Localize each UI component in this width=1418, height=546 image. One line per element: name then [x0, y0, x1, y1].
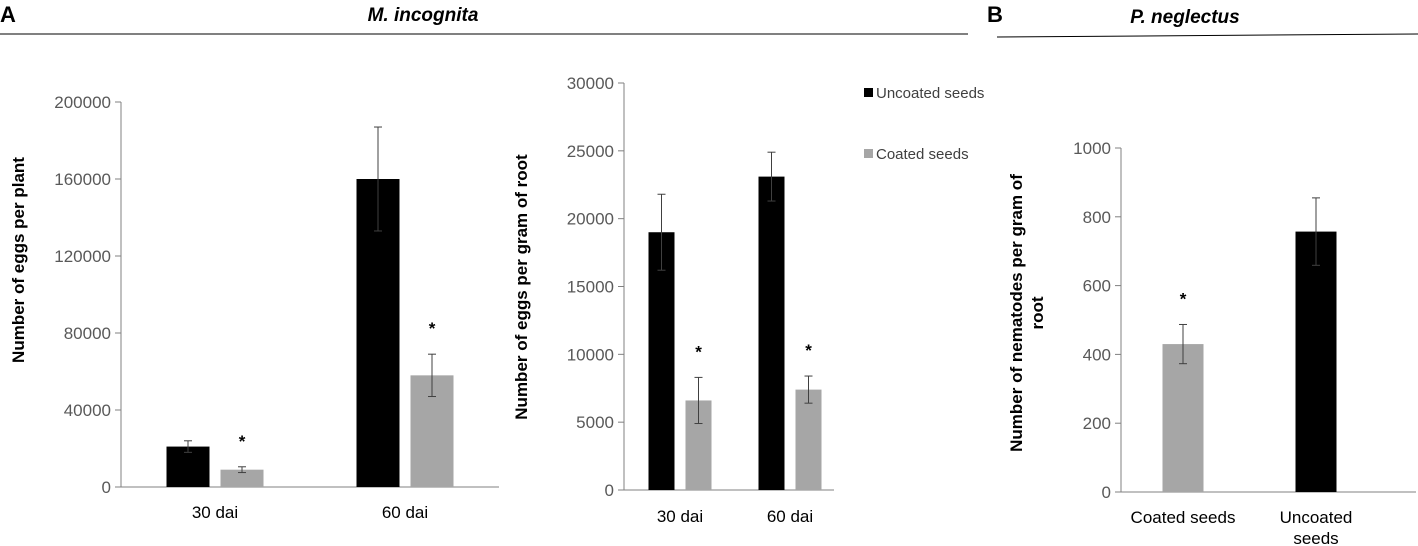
significance-marker: * — [239, 432, 246, 451]
chart-eggs-per-gram-root: 0 5000 10000 15000 20000 25000 30000 Number of … — [512, 74, 834, 526]
y-tick-label: 120000 — [54, 247, 111, 266]
y-axis-label: Number of eggs per gram of root — [512, 154, 531, 420]
panel-label-a: A — [0, 2, 16, 27]
y-tick-label: 25000 — [567, 142, 614, 161]
bar-single-0 — [1162, 344, 1204, 492]
y-axis-label-line: Number of nematodes per gram of — [1007, 174, 1026, 452]
species-title-b: P. neglectus — [1130, 7, 1239, 28]
y-tick-label: 800 — [1083, 208, 1111, 227]
y-axis-label: Number of eggs per plant — [9, 157, 28, 363]
x-tick-label: Uncoated seeds — [1280, 508, 1353, 546]
y-tick-label: 1000 — [1073, 139, 1111, 158]
legend-label-uncoated: Uncoated seeds — [876, 85, 984, 102]
bar-uncoated-0 — [648, 232, 675, 490]
bar-uncoated-1 — [758, 176, 785, 491]
y-tick-label: 80000 — [64, 324, 111, 343]
y-tick-label: 40000 — [64, 401, 111, 420]
header-rule-b — [996, 33, 1418, 38]
y-axis-label-line: root — [1028, 296, 1047, 329]
y-tick-label: 200000 — [54, 93, 111, 112]
significance-marker: * — [695, 342, 702, 361]
legend: Uncoated seeds Coated seeds — [864, 85, 984, 163]
chart-eggs-per-plant: 0 40000 80000 120000 160000 200000 Number of e… — [9, 93, 499, 522]
y-tick-label: 5000 — [576, 413, 614, 432]
x-tick-label: 30 dai — [657, 507, 703, 526]
y-tick-label: 15000 — [567, 278, 614, 297]
y-axis-label: Number of nematodes per gram of root — [1007, 174, 1047, 452]
panel-label-b: B — [987, 2, 1003, 27]
x-tick-label-line: Uncoated — [1280, 508, 1353, 527]
x-tick-label-line: seeds — [1293, 529, 1338, 546]
bar-coated-1 — [795, 389, 822, 490]
bar-uncoated-0 — [166, 446, 210, 487]
significance-marker: * — [1180, 289, 1187, 308]
y-tick-label: 20000 — [567, 210, 614, 229]
y-tick-label: 0 — [605, 481, 614, 500]
chart-nematodes-per-gram-root: 0 200 400 600 800 1000 Number of nematodes per… — [1007, 139, 1416, 546]
significance-marker: * — [429, 319, 436, 338]
x-tick-label-line: Coated seeds — [1131, 508, 1236, 527]
y-tick-label: 200 — [1083, 414, 1111, 433]
y-tick-label: 0 — [102, 478, 111, 497]
y-tick-label: 400 — [1083, 345, 1111, 364]
x-tick-label: 60 dai — [767, 507, 813, 526]
legend-label-coated: Coated seeds — [876, 146, 969, 163]
y-tick-label: 10000 — [567, 345, 614, 364]
y-tick-label: 160000 — [54, 170, 111, 189]
significance-marker: * — [805, 341, 812, 360]
bar-single-1 — [1295, 231, 1337, 493]
y-tick-label: 600 — [1083, 277, 1111, 296]
legend-swatch-coated — [864, 149, 873, 158]
x-tick-label: 30 dai — [192, 503, 238, 522]
y-tick-label: 30000 — [567, 74, 614, 93]
species-title-a: M. incognita — [368, 5, 479, 26]
y-tick-label: 0 — [1102, 483, 1111, 502]
bar-coated-0 — [220, 469, 264, 487]
x-tick-label: Coated seeds — [1131, 508, 1236, 527]
x-tick-label: 60 dai — [382, 503, 428, 522]
legend-swatch-uncoated — [864, 88, 873, 97]
